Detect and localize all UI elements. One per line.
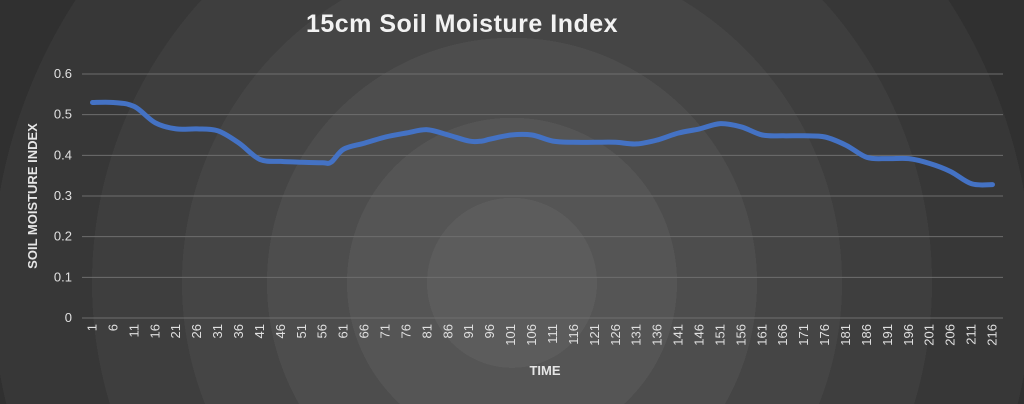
x-tick-label: 56 [315, 324, 330, 338]
x-tick-label: 21 [168, 324, 183, 338]
y-tick-label: 0.4 [54, 147, 72, 162]
x-tick-label: 151 [712, 324, 727, 346]
x-tick-label: 6 [105, 324, 120, 331]
y-tick-label: 0.5 [54, 107, 72, 122]
x-tick-label: 181 [838, 324, 853, 346]
x-tick-label: 131 [629, 324, 644, 346]
x-axis-ticks: 1 6 11 16 21 26 31 36 41 46 51 56 61 66 71 76 81 86 91 96 10… [84, 324, 999, 346]
x-tick-label: 121 [587, 324, 602, 346]
x-tick-label: 176 [817, 324, 832, 346]
x-tick-label: 126 [608, 324, 623, 346]
x-tick-label: 101 [503, 324, 518, 346]
x-tick-label: 51 [294, 324, 309, 338]
x-tick-label: 216 [985, 324, 1000, 346]
series-line [90, 99, 995, 188]
x-tick-label: 211 [964, 324, 979, 345]
x-tick-label: 76 [398, 324, 413, 338]
x-tick-label: 61 [336, 324, 351, 338]
x-tick-label: 46 [273, 324, 288, 338]
y-tick-label: 0 [65, 310, 72, 325]
x-tick-label: 41 [252, 324, 267, 338]
x-tick-label: 31 [210, 324, 225, 338]
x-tick-label: 91 [461, 324, 476, 338]
x-tick-label: 136 [650, 324, 665, 346]
x-tick-label: 11 [126, 324, 141, 338]
x-tick-label: 191 [880, 324, 895, 346]
x-tick-label: 146 [691, 324, 706, 346]
gridlines [82, 73, 1003, 319]
x-tick-label: 161 [754, 324, 769, 346]
x-tick-label: 166 [775, 324, 790, 346]
y-tick-label: 0.3 [54, 188, 72, 203]
x-tick-label: 196 [901, 324, 916, 346]
x-tick-label: 206 [943, 324, 958, 346]
x-tick-label: 201 [922, 324, 937, 346]
x-tick-label: 36 [231, 324, 246, 338]
x-tick-label: 156 [733, 324, 748, 346]
x-tick-label: 71 [378, 324, 393, 338]
chart-title: 15cm Soil Moisture Index [306, 10, 618, 38]
x-tick-label: 141 [671, 324, 686, 346]
x-tick-label: 111 [545, 324, 560, 344]
y-tick-label: 0.6 [54, 66, 72, 81]
y-axis-ticks: 0 0.1 0.2 0.3 0.4 0.5 0.6 [54, 66, 72, 325]
x-tick-label: 81 [419, 324, 434, 338]
y-tick-label: 0.2 [54, 229, 72, 244]
x-tick-label: 116 [566, 324, 581, 345]
x-tick-label: 171 [796, 324, 811, 346]
x-tick-label: 86 [440, 324, 455, 338]
x-axis-label: TIME [529, 363, 560, 378]
y-axis-label: SOIL MOISTURE INDEX [25, 123, 40, 269]
y-tick-label: 0.1 [54, 269, 72, 284]
x-tick-label: 1 [84, 324, 99, 331]
x-tick-label: 66 [357, 324, 372, 338]
x-tick-label: 106 [524, 324, 539, 346]
x-tick-label: 186 [859, 324, 874, 346]
x-tick-label: 16 [147, 324, 162, 338]
x-tick-label: 96 [482, 324, 497, 338]
x-tick-label: 26 [189, 324, 204, 338]
